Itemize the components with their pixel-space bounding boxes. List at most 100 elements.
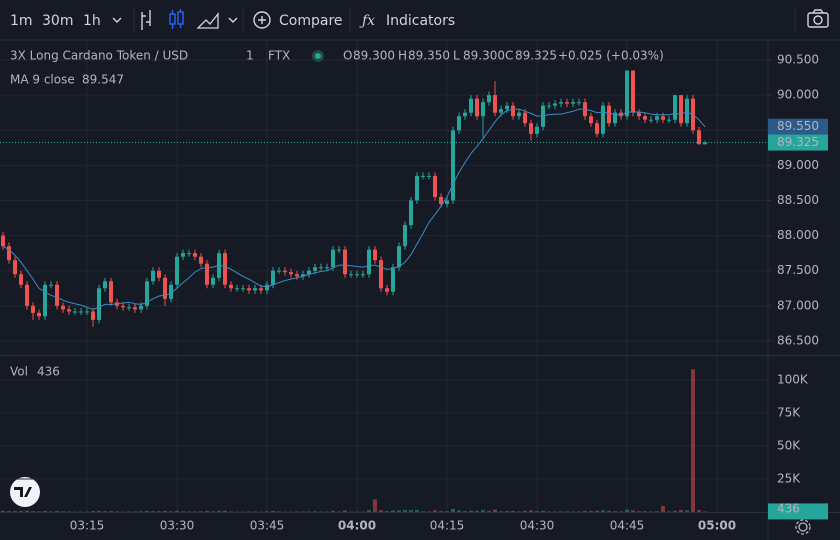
candle-body <box>295 274 299 277</box>
candles-icon[interactable] <box>169 9 184 29</box>
x-tick-label: 04:00 <box>338 519 376 533</box>
candle-body <box>31 305 35 313</box>
candle-body <box>679 95 683 124</box>
candle-body <box>703 142 707 145</box>
indicators-button[interactable]: Indicators <box>386 13 455 29</box>
volume-bar <box>385 511 389 512</box>
area-icon[interactable] <box>196 12 219 29</box>
candle-body <box>673 95 677 120</box>
indicators-icon[interactable]: ƒx <box>359 13 375 29</box>
volume-bar <box>337 511 341 512</box>
volume-bar <box>445 511 449 512</box>
interval-button[interactable]: 1m <box>10 13 33 29</box>
candle-body <box>241 288 245 290</box>
volume-bar <box>127 511 131 513</box>
volume-bar <box>91 511 95 512</box>
tv-logo <box>10 477 40 507</box>
candle-body <box>277 270 281 272</box>
last-price-label: 89.325 <box>777 135 819 149</box>
volume-bar <box>697 510 701 512</box>
volume-bar <box>133 511 137 512</box>
candle-body <box>73 311 77 313</box>
interval-button[interactable]: 30m <box>42 13 73 29</box>
candle-body <box>553 103 557 106</box>
compare-plus <box>258 16 266 24</box>
candle-body <box>601 105 605 134</box>
x-tick-label: 05:00 <box>698 519 736 533</box>
volume-bar <box>619 511 623 512</box>
candle-body <box>79 311 83 313</box>
ohlc-key: L <box>453 49 460 63</box>
candle-body <box>367 249 371 275</box>
candle-body <box>637 112 641 117</box>
candle-body <box>1 235 5 247</box>
candle-body <box>649 119 653 121</box>
candle-body <box>349 274 353 276</box>
volume-bar <box>439 511 443 512</box>
volume-bar <box>685 510 689 512</box>
y-tick-label: 90.500 <box>777 53 819 67</box>
candle-body <box>187 253 191 255</box>
volume-bar <box>625 509 629 512</box>
volume-bar <box>379 510 383 512</box>
style-dropdown[interactable] <box>228 17 238 23</box>
candle-body <box>631 70 635 113</box>
volume-bar <box>319 511 323 513</box>
volume-bar <box>373 499 377 512</box>
candle-body <box>181 253 185 257</box>
candle-body <box>313 267 317 271</box>
last-price-badge <box>768 134 828 151</box>
volume-bar <box>517 511 521 512</box>
candle-body <box>67 309 71 312</box>
volume-bar <box>673 510 677 512</box>
settings-icon[interactable] <box>795 519 811 535</box>
y-tick-label: 88.500 <box>777 193 819 207</box>
volume-bar <box>331 510 335 512</box>
volume-bar <box>361 511 365 513</box>
candle-body <box>163 277 167 299</box>
volume-bar <box>175 510 179 512</box>
candle-body <box>127 307 131 309</box>
y-tick-label: 88.000 <box>777 228 819 242</box>
volume-bar <box>679 509 683 512</box>
volume-bar <box>355 511 359 513</box>
candle-body <box>481 102 485 117</box>
candle-body <box>151 270 155 282</box>
ohlc-value: 89.350 <box>408 49 450 63</box>
volume-bar <box>235 511 239 513</box>
compare-button[interactable]: Compare <box>279 13 343 29</box>
candle-body <box>85 311 89 313</box>
candle-body <box>517 112 521 117</box>
bars-icon[interactable] <box>141 10 151 30</box>
volume-bar <box>265 511 269 512</box>
volume-bar <box>649 511 653 512</box>
compare-icon[interactable] <box>253 11 271 29</box>
candle-body <box>457 116 461 131</box>
ma-legend-name: MA 9 close <box>10 73 75 87</box>
ma-legend-value: 89.547 <box>82 73 124 87</box>
ma-price-badge <box>768 118 828 135</box>
candle-body <box>43 284 47 317</box>
volume-bar <box>343 510 347 512</box>
candle-body <box>49 284 53 286</box>
volume-legend-name: Vol <box>10 365 28 379</box>
volume-bar <box>595 510 599 512</box>
volume-bar <box>7 510 11 512</box>
volume-bar <box>427 511 431 512</box>
candle-body <box>139 305 143 310</box>
interval-dropdown[interactable] <box>112 17 122 23</box>
volume-bar <box>391 510 395 512</box>
interval-button[interactable]: 1h <box>83 13 101 29</box>
screenshot-icon[interactable] <box>807 9 829 28</box>
x-tick-label: 04:15 <box>430 519 465 533</box>
volume-bar <box>469 510 473 512</box>
symbol-interval: 1 <box>246 49 254 63</box>
y-tick-label: 89.000 <box>777 158 819 172</box>
volume-bar <box>505 511 509 512</box>
volume-bar <box>67 511 71 512</box>
volume-legend-value: 436 <box>37 365 60 379</box>
candle-body <box>121 305 125 308</box>
volume-bar <box>655 511 659 512</box>
candle-body <box>109 281 113 303</box>
